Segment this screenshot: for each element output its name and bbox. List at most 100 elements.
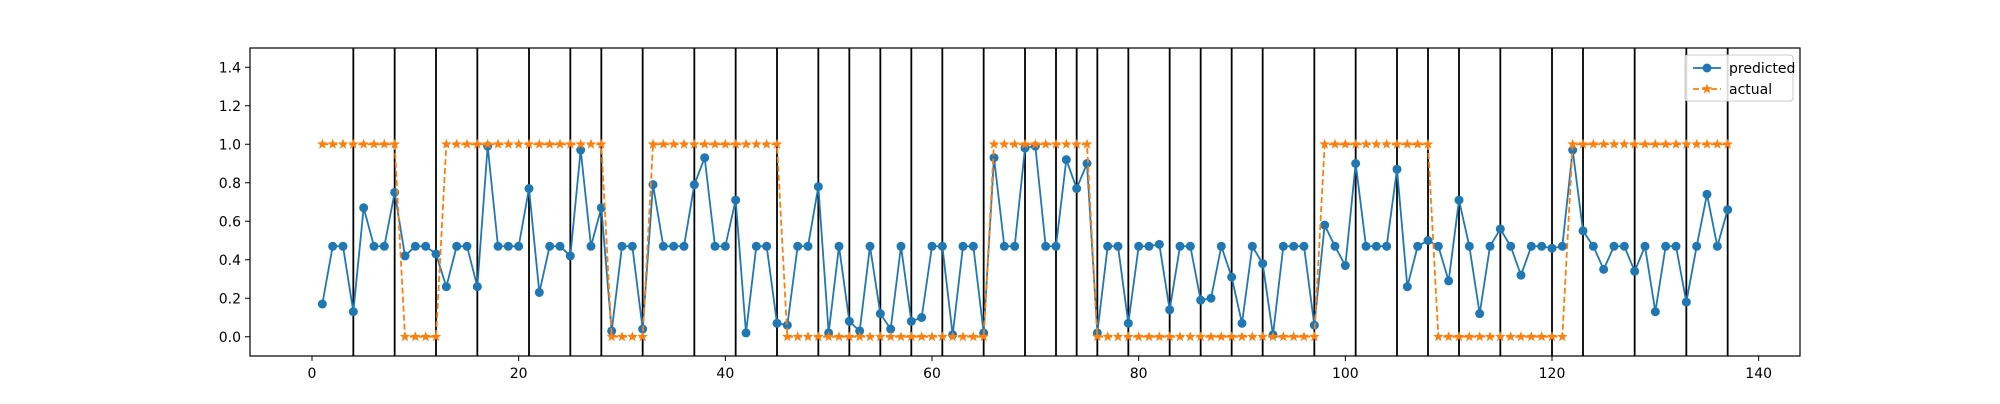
data-point-actual <box>926 331 938 342</box>
data-point-actual <box>503 138 514 149</box>
data-point-actual <box>1360 138 1372 149</box>
data-point-predicted <box>1702 189 1712 199</box>
data-point-predicted <box>1433 241 1443 251</box>
data-point-actual <box>1154 331 1165 342</box>
x-tick-label: 80 <box>1130 366 1148 382</box>
data-point-actual <box>740 138 752 149</box>
data-point-predicted <box>1041 241 1051 251</box>
data-point-actual <box>1267 331 1279 342</box>
legend-label-predicted: predicted <box>1729 61 1795 77</box>
data-point-predicted <box>1413 241 1423 251</box>
data-point-predicted <box>937 241 947 251</box>
data-point-actual <box>554 138 566 149</box>
data-point-actual <box>1329 138 1341 149</box>
data-point-actual <box>1712 138 1723 149</box>
data-point-predicted <box>1475 309 1485 319</box>
data-point-predicted <box>1320 220 1330 230</box>
data-point-actual <box>689 138 700 149</box>
data-point-predicted <box>452 241 462 251</box>
data-point-actual <box>647 138 659 149</box>
data-point-actual <box>823 331 834 342</box>
data-point-predicted <box>565 251 575 261</box>
data-point-predicted <box>576 145 586 155</box>
data-point-actual <box>317 138 328 149</box>
data-point-predicted <box>844 316 854 326</box>
data-point-predicted <box>731 195 741 205</box>
x-tick-label: 100 <box>1332 366 1359 382</box>
data-point-actual <box>1226 331 1237 342</box>
data-point-actual <box>1453 331 1465 342</box>
data-point-predicted <box>1723 205 1733 215</box>
y-tick-label: 0.8 <box>219 176 241 192</box>
data-point-predicted <box>793 241 803 251</box>
data-point-actual <box>709 138 721 149</box>
data-point-predicted <box>648 180 658 190</box>
data-point-actual <box>720 138 731 149</box>
data-point-predicted <box>514 241 524 251</box>
y-tick-label: 1.2 <box>219 99 241 115</box>
x-tick-label: 20 <box>510 366 528 382</box>
data-point-actual <box>596 138 607 149</box>
data-point-actual <box>1102 331 1113 342</box>
data-point-predicted <box>441 282 451 292</box>
y-tick-label: 0.0 <box>219 330 241 346</box>
data-point-predicted <box>1537 241 1547 251</box>
data-point-actual <box>1061 138 1072 149</box>
data-point-actual <box>1040 138 1051 149</box>
data-point-predicted <box>1464 241 1474 251</box>
x-axis: 0 20 40 60 80 100 120 140 <box>308 356 1772 382</box>
data-point-predicted <box>1123 318 1133 328</box>
data-point-actual <box>844 331 855 342</box>
data-point-predicted <box>1516 270 1526 280</box>
data-point-actual <box>999 138 1010 149</box>
data-point-predicted <box>1640 241 1650 251</box>
data-point-actual <box>358 138 369 149</box>
data-point-predicted <box>855 326 865 336</box>
data-point-predicted <box>1599 264 1609 274</box>
data-point-actual <box>771 138 783 149</box>
data-point-actual <box>1112 331 1124 342</box>
data-point-actual <box>864 331 876 342</box>
data-point-actual <box>1422 138 1434 149</box>
data-point-actual <box>1174 331 1186 342</box>
data-point-predicted <box>1206 293 1216 303</box>
data-point-actual <box>1257 331 1268 342</box>
data-point-actual <box>1526 331 1537 342</box>
data-point-predicted <box>658 241 668 251</box>
data-point-actual <box>472 138 483 149</box>
data-point-actual <box>1185 331 1196 342</box>
data-point-predicted <box>1382 241 1392 251</box>
data-point-actual <box>813 331 824 342</box>
data-point-predicted <box>348 307 358 317</box>
data-point-predicted <box>1681 297 1691 307</box>
data-point-predicted <box>1330 241 1340 251</box>
data-point-actual <box>585 138 597 149</box>
data-point-predicted <box>772 318 782 328</box>
data-point-predicted <box>1340 261 1350 271</box>
data-point-actual <box>1195 331 1206 342</box>
data-point-actual <box>379 138 390 149</box>
data-point-predicted <box>751 241 761 251</box>
data-point-predicted <box>679 241 689 251</box>
data-point-actual <box>1143 331 1155 342</box>
data-point-predicted <box>989 153 999 163</box>
data-point-actual <box>1660 138 1671 149</box>
data-point-predicted <box>999 241 1009 251</box>
data-point-actual <box>1639 138 1651 149</box>
data-point-actual <box>1577 138 1589 149</box>
data-point-predicted <box>1557 241 1567 251</box>
data-point-actual <box>875 331 886 342</box>
data-point-predicted <box>1082 159 1092 168</box>
data-point-actual <box>1216 331 1227 342</box>
data-point-predicted <box>545 241 555 251</box>
series-actual <box>317 138 1733 342</box>
data-point-actual <box>410 331 421 342</box>
data-point-actual <box>1567 138 1578 149</box>
data-point-predicted <box>1196 295 1206 305</box>
data-point-predicted <box>1692 241 1702 251</box>
data-point-actual <box>1515 331 1527 342</box>
data-point-actual <box>1546 331 1558 342</box>
data-point-predicted <box>1402 282 1412 292</box>
data-point-actual <box>751 138 762 149</box>
x-tick-label: 60 <box>923 366 941 382</box>
